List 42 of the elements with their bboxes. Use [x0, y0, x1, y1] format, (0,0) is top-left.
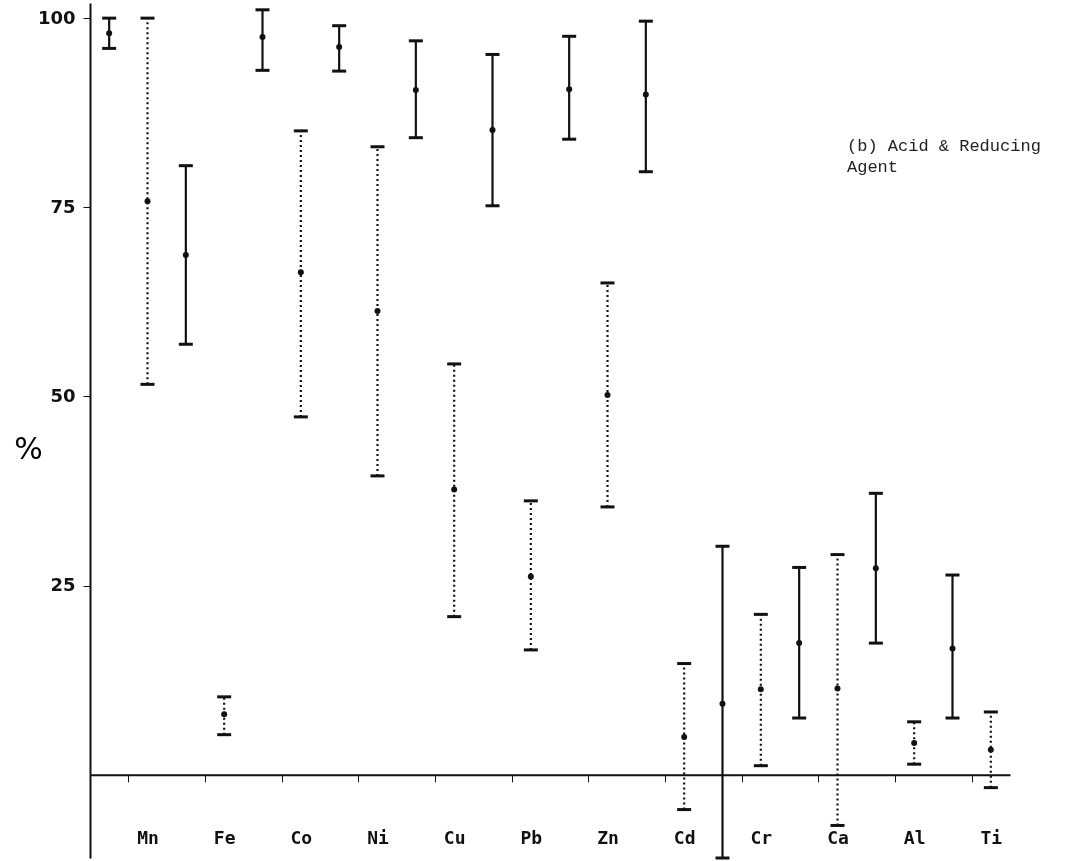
point	[412, 87, 419, 94]
point	[719, 700, 726, 707]
point	[949, 645, 956, 652]
x-tick-label: Cd	[673, 827, 696, 849]
point	[106, 30, 113, 37]
point	[987, 746, 994, 753]
x-tick-label: Ti	[980, 827, 1003, 849]
point	[757, 686, 764, 693]
x-tick-label: Mn	[137, 827, 159, 849]
y-axis-title: %	[14, 431, 43, 467]
point	[872, 565, 879, 572]
point	[144, 198, 151, 205]
x-tick-label: Ca	[827, 827, 849, 849]
point	[642, 91, 649, 98]
point	[911, 740, 918, 746]
point	[221, 711, 228, 718]
point	[182, 251, 189, 258]
x-tick-label: Cr	[750, 827, 773, 849]
point	[796, 640, 803, 647]
x-tick-label: Zn	[597, 827, 619, 849]
point	[527, 573, 534, 580]
y-tick-label: 50	[50, 384, 76, 406]
point	[604, 391, 611, 398]
y-tick-label: 25	[50, 574, 76, 596]
x-tick-label: Fe	[213, 827, 236, 849]
y-tick-label: 100	[37, 6, 76, 28]
x-tick-label: Pb	[520, 827, 543, 849]
x-tick-label: Al	[903, 827, 926, 849]
y-tick-label: 75	[50, 195, 76, 217]
point	[489, 127, 496, 134]
annotation: (b) Acid & Reducing Agent	[847, 137, 1041, 177]
point	[834, 685, 841, 692]
point	[566, 86, 573, 93]
x-tick-label: Cu	[443, 827, 466, 849]
point	[297, 269, 304, 276]
point	[374, 307, 381, 314]
point	[451, 486, 458, 493]
point	[681, 733, 688, 740]
x-tick-label: Ni	[367, 827, 389, 849]
point	[336, 43, 343, 50]
point	[259, 34, 266, 41]
x-tick-label: Co	[290, 827, 313, 849]
